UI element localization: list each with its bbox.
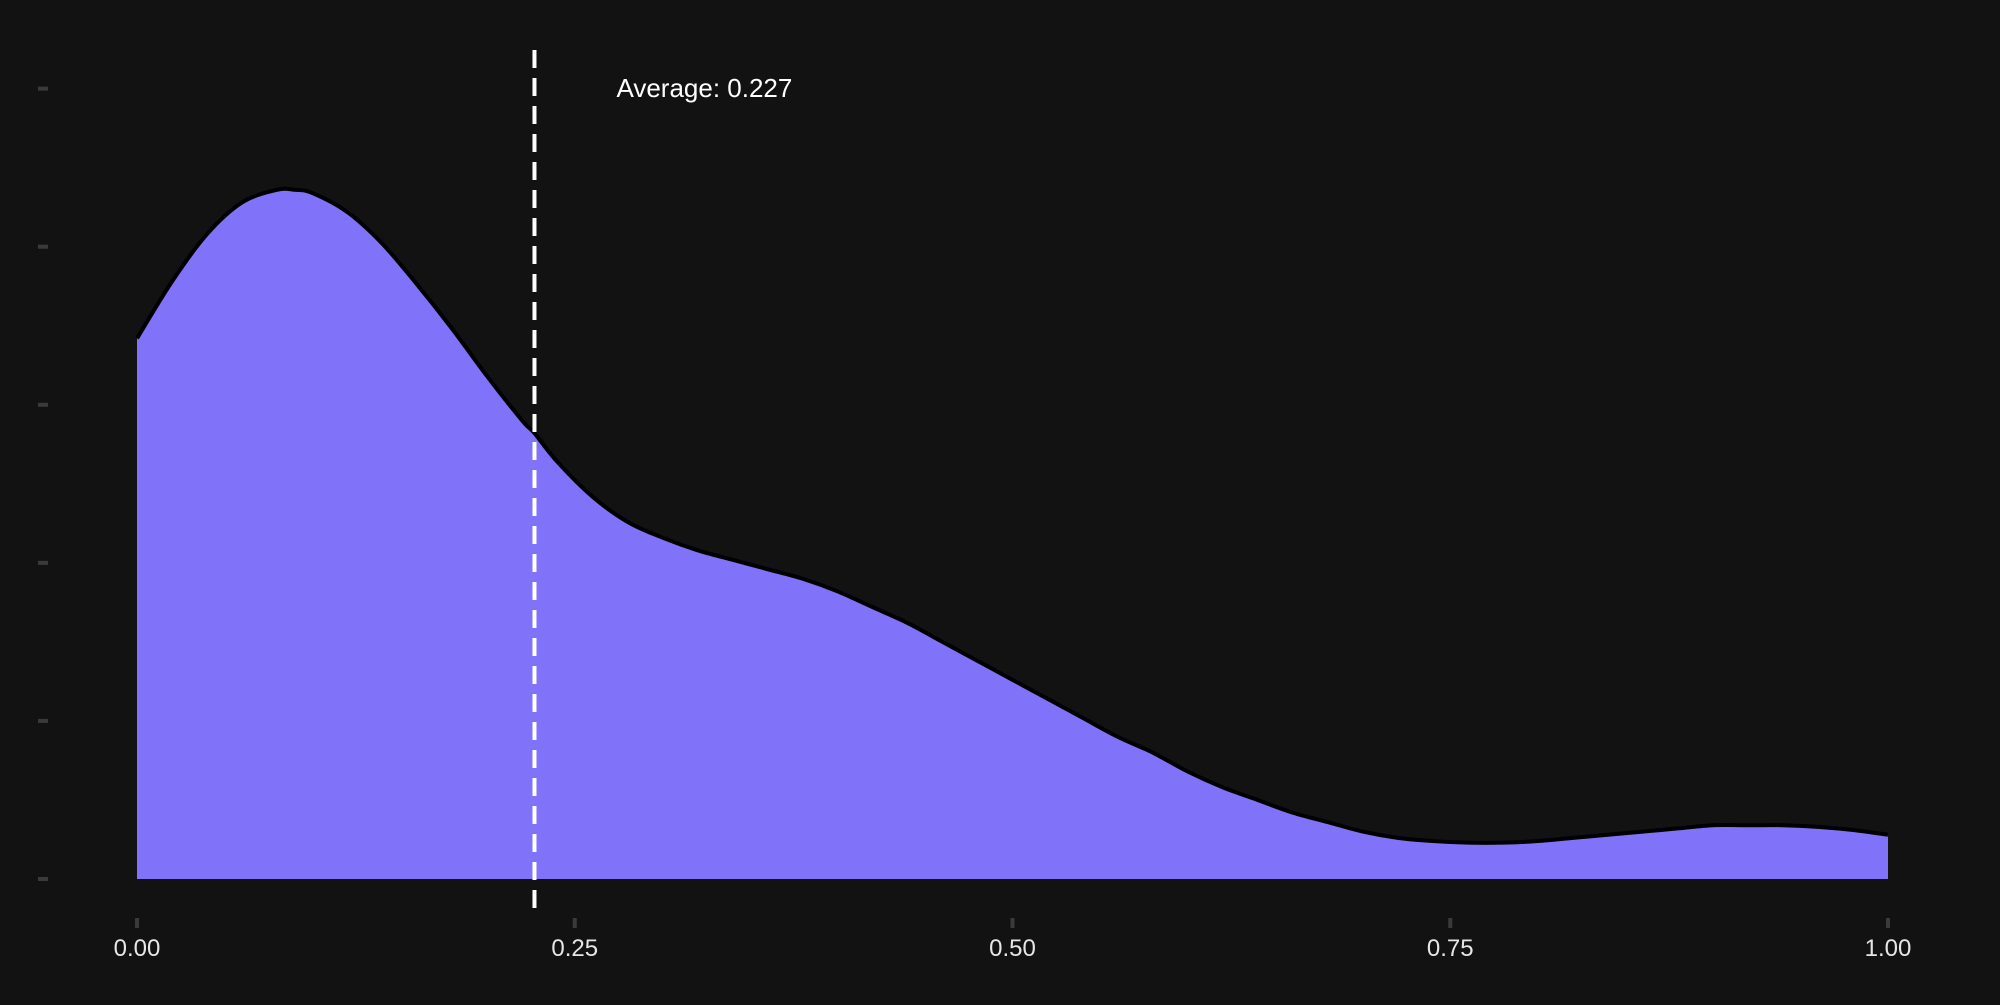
x-tick-label: 1.00: [1865, 935, 1912, 962]
x-tick-label: 0.00: [114, 935, 161, 962]
density-area: [137, 188, 1888, 879]
x-tick-label: 0.50: [989, 935, 1036, 962]
x-tick-label: 0.75: [1427, 935, 1474, 962]
x-tick-label: 0.25: [551, 935, 598, 962]
average-label: Average: 0.227: [616, 73, 792, 103]
density-curve: [135, 186, 1889, 845]
x-axis-ticks: 0.00 0.25 0.50 0.75 1.00: [114, 918, 1912, 962]
y-axis-ticks: [38, 86, 48, 881]
